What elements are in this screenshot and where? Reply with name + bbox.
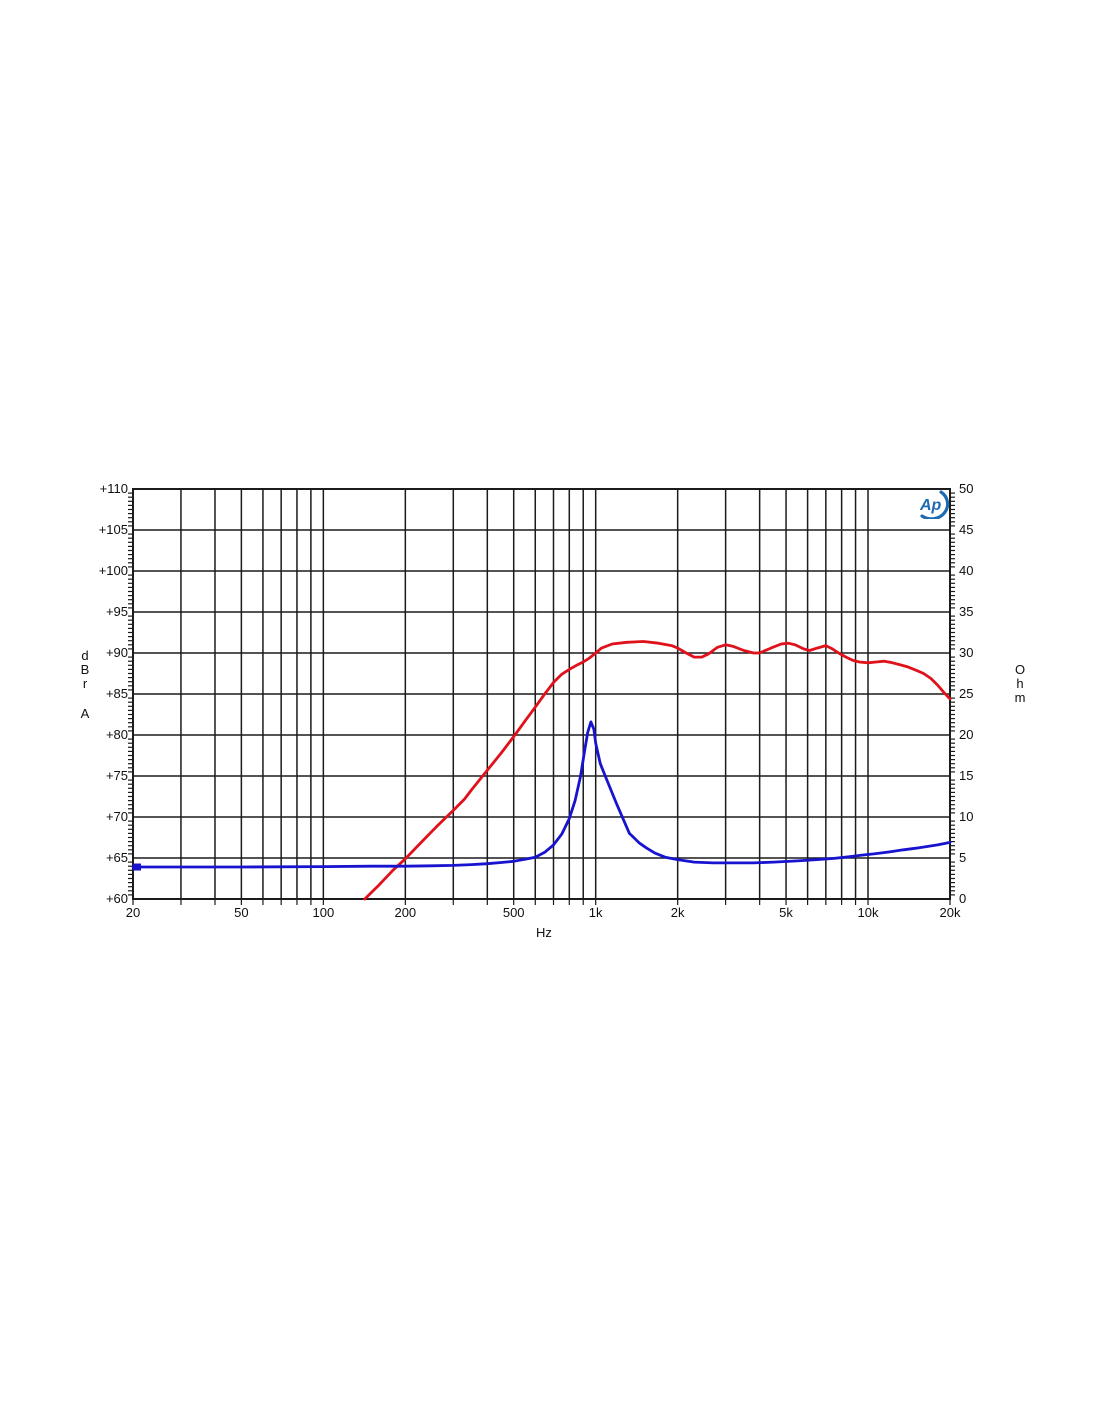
y-left-tick-label: +80: [105, 727, 128, 742]
y-right-tick-label: 25: [959, 686, 974, 701]
y-left-tick-label: +100: [98, 563, 128, 578]
y-right-tick-label: 0: [959, 891, 967, 906]
y-right-tick-label: 40: [959, 563, 974, 578]
y-right-tick-label: 10: [959, 809, 974, 824]
y-left-tick-label: +95: [105, 604, 128, 619]
audio-precision-logo: Ap: [919, 490, 950, 519]
x-tick-label: 10k: [857, 905, 879, 920]
y-right-tick-label: 50: [959, 481, 974, 496]
x-tick-label: 200: [394, 905, 417, 920]
y-left-tick-label: +70: [105, 809, 128, 824]
x-tick-label: 500: [502, 905, 525, 920]
left-axis-weighting-label: A: [80, 706, 90, 721]
y-right-tick-label: 5: [959, 850, 967, 865]
curve-impedance: [131, 720, 952, 869]
y-right-tick-label: 20: [959, 727, 974, 742]
y-left-tick-label: +60: [105, 891, 128, 906]
y-right-tick-label: 45: [959, 522, 974, 537]
y-left-tick-label: +85: [105, 686, 128, 701]
x-tick-label: 100: [312, 905, 335, 920]
y-left-tick-label: +90: [105, 645, 128, 660]
logo-swoosh-icon: [920, 490, 950, 519]
y-left-tick-label: +75: [105, 768, 128, 783]
y-left-tick-label: +105: [98, 522, 128, 537]
curve-spl-response: [363, 640, 952, 901]
y-right-tick-label: 30: [959, 645, 974, 660]
x-tick-label: 1k: [588, 905, 603, 920]
y-right-tick-label: 15: [959, 768, 974, 783]
x-axis-unit-hz: Hz: [536, 925, 552, 940]
logo-text: Ap: [919, 497, 942, 514]
x-tick-label: 2k: [670, 905, 685, 920]
plot-border: [132, 488, 951, 900]
y-left-tick-label: +110: [99, 481, 128, 496]
x-tick-label: 20k: [939, 905, 961, 920]
impedance-start-marker: [133, 863, 141, 871]
x-tick-label: 20: [125, 905, 141, 920]
y-right-tick-label: 35: [959, 604, 974, 619]
y-left-tick-label: +65: [105, 850, 128, 865]
x-tick-label: 50: [234, 905, 249, 920]
x-tick-label: 5k: [779, 905, 793, 920]
